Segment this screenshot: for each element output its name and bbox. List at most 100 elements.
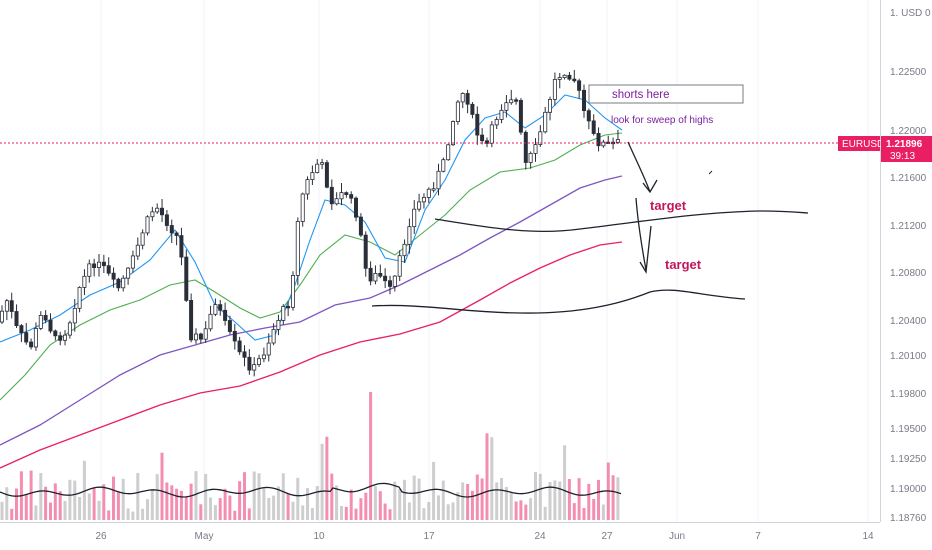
price-axis-header: 1. USD 0	[890, 8, 931, 19]
volume-bar	[563, 445, 567, 520]
candle-body	[72, 307, 77, 324]
volume-bar	[524, 504, 528, 520]
volume-bar	[218, 498, 222, 520]
candle-body	[135, 244, 140, 257]
volume-bar	[199, 504, 203, 520]
candle-body	[174, 232, 179, 236]
candle-body	[232, 330, 237, 342]
candle-body	[0, 310, 5, 323]
sweep-label: look for sweep of highs	[611, 115, 713, 126]
candle-body	[4, 300, 9, 312]
candle-body	[344, 192, 349, 196]
symbol-tag[interactable]: EURUSD	[838, 136, 884, 151]
candle-body	[33, 327, 38, 348]
price-tick-label: 1.19800	[890, 389, 927, 400]
volume-bar	[403, 479, 406, 520]
target-label-1: target	[650, 198, 687, 213]
volume-bar	[257, 473, 261, 520]
candle-body	[164, 214, 169, 226]
volume-bar	[558, 481, 562, 520]
volume-bar	[344, 506, 348, 520]
volume-bar	[53, 483, 57, 520]
volume-bar	[44, 486, 48, 520]
candle-body	[557, 77, 562, 80]
candle-body	[412, 208, 417, 227]
volume-bar	[466, 484, 470, 520]
drawings	[371, 141, 809, 314]
candle-body	[601, 141, 606, 147]
volume-bar	[146, 499, 149, 520]
volume-bar	[354, 508, 358, 520]
candles	[0, 69, 620, 377]
volume-bar	[398, 488, 402, 520]
time-tick-label: 24	[534, 531, 546, 542]
volume-bar	[243, 472, 246, 520]
candle-body	[499, 109, 504, 120]
volume-bar	[223, 488, 227, 520]
time-axis[interactable]: 26 May 10 17 24 27 Jun 7 14	[0, 522, 880, 543]
price-tick-label: 1.21600	[890, 173, 927, 184]
candle-body	[504, 102, 509, 111]
candle-body	[548, 99, 553, 113]
volume-bar	[432, 461, 436, 520]
volume-bar	[233, 510, 237, 520]
candle-body	[562, 74, 567, 79]
volume-bar	[490, 437, 494, 520]
candle-body	[533, 144, 538, 154]
time-tick-label: Jun	[669, 531, 685, 542]
candle-body	[286, 305, 291, 309]
candle-body	[591, 120, 596, 134]
price-tick-label: 1.20100	[890, 351, 927, 362]
candle-body	[116, 278, 121, 289]
volume-bar	[534, 471, 537, 520]
candle-body	[572, 78, 577, 82]
volume-bar	[82, 460, 86, 520]
volume-bar	[179, 490, 183, 520]
candle-body	[130, 255, 135, 269]
volume-bar	[422, 508, 426, 520]
volume-bar	[281, 473, 285, 520]
candle-body	[305, 179, 310, 195]
volume-bar	[441, 480, 445, 520]
candle-body	[484, 140, 489, 144]
candle-body	[368, 267, 373, 282]
volume-bar	[184, 496, 188, 520]
candle-body	[126, 267, 131, 279]
volume-bar	[543, 506, 547, 520]
volume-bar	[15, 488, 18, 520]
volume-bar	[592, 499, 596, 520]
volume-bar	[407, 502, 411, 520]
candle-body	[14, 311, 19, 327]
candle-body	[179, 235, 184, 258]
volume-bar	[5, 487, 9, 520]
candle-body	[24, 332, 29, 343]
candle-body	[450, 121, 455, 146]
price-tick-label: 1.19000	[890, 484, 927, 495]
volume-bar	[548, 482, 552, 520]
volume-bar	[165, 482, 169, 520]
candle-body	[38, 314, 43, 329]
candle-body	[198, 333, 203, 340]
volume-bar	[611, 475, 615, 520]
shorts-box[interactable]	[588, 84, 744, 104]
time-tick-label: 17	[423, 531, 435, 542]
volume-bar	[572, 503, 576, 520]
volume-bar	[500, 478, 503, 520]
volume-bar	[0, 501, 4, 520]
volume-bar	[538, 473, 542, 520]
time-tick-label: 7	[755, 531, 761, 542]
volume-bar	[126, 508, 130, 520]
last-price-tag[interactable]: 1.21896 39:13	[881, 136, 932, 162]
candle-body	[455, 101, 460, 123]
candle-body	[53, 330, 58, 337]
candle-body	[29, 341, 34, 348]
candle-body	[329, 186, 334, 205]
volume-bar	[587, 483, 591, 520]
candle-body	[407, 226, 412, 245]
volume-bar	[228, 495, 232, 520]
candle-body	[470, 103, 475, 115]
volume-bar	[238, 481, 242, 520]
candle-body	[615, 139, 620, 143]
price-axis[interactable]: 1. USD 0 1.22500 1.22000 1.21600 1.21200 1.2…	[880, 0, 932, 550]
